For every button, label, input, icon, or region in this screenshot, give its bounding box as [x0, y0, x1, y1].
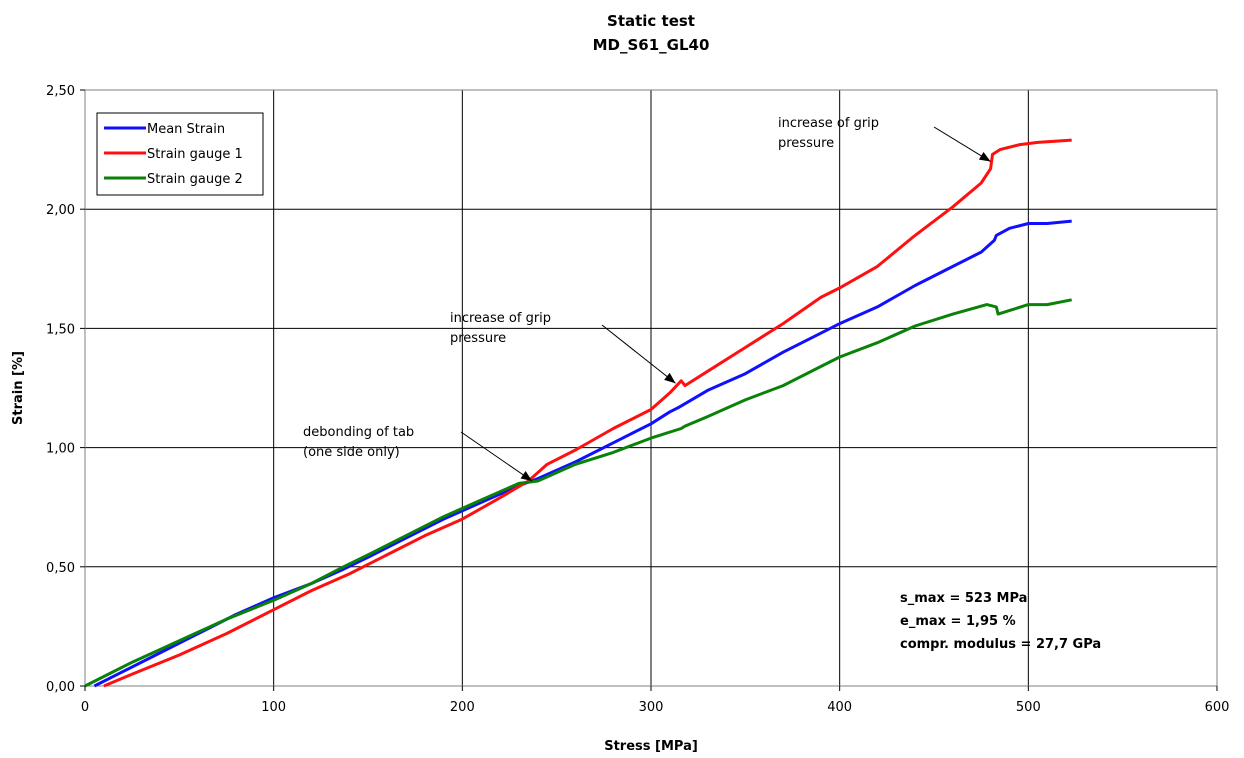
- legend-label: Strain gauge 2: [147, 172, 243, 187]
- annotation-text: increase of grip: [778, 116, 879, 131]
- annotation-arrow: [933, 126, 991, 162]
- series-line-2: [103, 138, 1072, 688]
- stats-box: s_max = 523 MPa e_max = 1,95 % compr. mo…: [900, 591, 1101, 652]
- y-tick-label: 0,50: [46, 561, 75, 576]
- y-tick-label: 2,50: [46, 84, 75, 99]
- x-axis-title: Stress [MPa]: [604, 739, 698, 754]
- y-tick-label: 2,00: [46, 203, 75, 218]
- annotation-text: debonding of tab: [303, 425, 414, 440]
- y-tick-label: 1,00: [46, 442, 75, 457]
- annotation-text: (one side only): [303, 445, 400, 460]
- annotation-text: pressure: [450, 331, 506, 346]
- legend: Mean Strain Strain gauge 1 Strain gauge 2: [96, 112, 264, 196]
- annotation-arrow: [601, 324, 676, 384]
- chart-title: Static test: [607, 12, 695, 30]
- chart-subtitle: MD_S61_GL40: [593, 36, 710, 54]
- stats-line-1: s_max = 523 MPa: [900, 591, 1027, 606]
- legend-label: Mean Strain: [147, 122, 225, 137]
- series-line-3: [84, 298, 1072, 688]
- y-axis-title: Strain [%]: [11, 351, 26, 425]
- x-tick-label: 200: [450, 700, 475, 715]
- annotation-arrowhead: [978, 151, 991, 162]
- x-tick-label: 100: [261, 700, 286, 715]
- annotation-arrowhead: [520, 471, 533, 481]
- annotation-text: pressure: [778, 136, 834, 151]
- y-axis: 0,00 0,50 1,00 1,50 2,00 2,50: [46, 84, 85, 695]
- x-tick-label: 500: [1016, 700, 1041, 715]
- stats-line-2: e_max = 1,95 %: [900, 614, 1016, 629]
- x-tick-label: 0: [81, 700, 89, 715]
- annotations: debonding of tab (one side only) increase …: [303, 116, 991, 482]
- x-tick-label: 300: [639, 700, 664, 715]
- x-axis: 0 100 200 300 400 500 600: [81, 686, 1230, 715]
- annotation-arrowhead: [664, 372, 676, 384]
- series-layer: [84, 138, 1072, 688]
- annotation-arrow: [460, 431, 533, 482]
- stats-line-3: compr. modulus = 27,7 GPa: [900, 637, 1101, 652]
- x-tick-label: 600: [1205, 700, 1230, 715]
- legend-label: Strain gauge 1: [147, 147, 243, 162]
- x-tick-label: 400: [827, 700, 852, 715]
- y-tick-label: 1,50: [46, 322, 75, 337]
- y-tick-label: 0,00: [46, 680, 75, 695]
- annotation-text: increase of grip: [450, 311, 551, 326]
